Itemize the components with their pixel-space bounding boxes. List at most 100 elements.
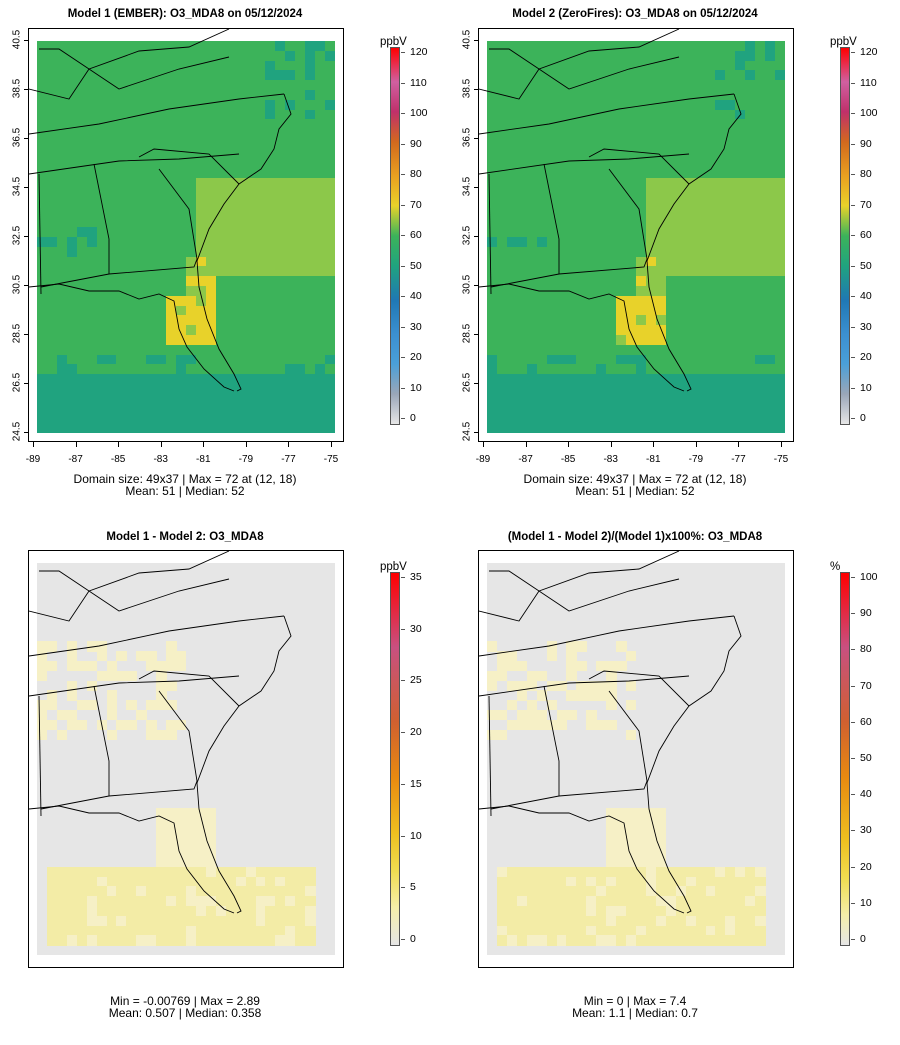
grid-cell: [596, 325, 607, 336]
grid-cell: [735, 217, 746, 228]
grid-cell: [126, 158, 137, 169]
grid-cell: [146, 227, 157, 238]
grid-cell: [176, 109, 187, 120]
lat-tick-mark: [474, 138, 478, 139]
grid-cell: [46, 393, 58, 405]
grid-cell: [725, 393, 736, 405]
grid-cell: [695, 266, 707, 277]
grid-cell: [215, 119, 227, 130]
grid-cell: [166, 700, 177, 711]
grid-cell: [626, 335, 637, 346]
grid-cell: [705, 90, 716, 101]
grid-cell: [645, 129, 657, 140]
grid-cell: [556, 374, 567, 385]
grid-cell: [695, 119, 707, 130]
boundary-line: [488, 173, 492, 295]
grid-cell: [536, 237, 548, 248]
grid-cell: [325, 256, 336, 267]
lon-tick-mark: [653, 442, 655, 447]
grid-cell: [566, 315, 577, 326]
grid-cell: [536, 227, 548, 238]
grid-cell: [205, 129, 217, 140]
grid-cell: [166, 256, 177, 267]
lon-tick-mark: [610, 442, 612, 447]
grid-cell: [86, 70, 98, 81]
grid-cell: [636, 188, 647, 199]
grid-cell: [536, 158, 548, 169]
grid-cell: [215, 403, 227, 414]
colorbar-tick-mark: [401, 387, 405, 389]
grid-cell: [586, 374, 597, 385]
grid-cell: [685, 197, 697, 209]
grid-cell: [576, 119, 587, 130]
grid-cell: [325, 325, 336, 336]
grid-cell: [636, 207, 647, 218]
boundary-line: [558, 258, 648, 275]
grid-cell: [275, 335, 286, 346]
grid-cell: [106, 60, 117, 71]
grid-cell: [176, 99, 187, 111]
grid-cell: [325, 178, 336, 189]
grid-cell: [56, 374, 68, 385]
lat-tick-mark: [474, 89, 478, 90]
grid-cell: [166, 680, 177, 691]
grid-cell: [745, 227, 756, 238]
grid-cell: [556, 325, 567, 336]
grid-cell: [176, 139, 187, 150]
grid-cell: [205, 344, 217, 356]
grid-cell: [675, 227, 687, 238]
grid-cell: [755, 99, 766, 111]
grid-cell: [645, 50, 657, 62]
grid-cell: [526, 148, 538, 160]
grid-cell: [506, 178, 518, 189]
lat-tick-mark: [474, 285, 478, 286]
grid-cell: [195, 266, 207, 277]
grid-cell: [136, 158, 147, 169]
grid-cell: [616, 99, 627, 111]
grid-cell: [106, 315, 117, 326]
grid-cell: [56, 403, 68, 414]
grid-cell: [146, 335, 157, 346]
colorbar-tick-mark: [851, 613, 855, 615]
grid-cell: [586, 158, 597, 169]
grid-cell: [215, 178, 227, 189]
grid-cell: [86, 266, 98, 277]
grid-cell: [487, 178, 498, 189]
grid-cell: [705, 325, 716, 336]
grid-cell: [56, 178, 68, 189]
grid-cell: [715, 295, 726, 307]
grid-cell: [37, 80, 48, 91]
grid-cell: [66, 305, 78, 316]
grid-cell: [685, 403, 697, 414]
grid-cell: [106, 158, 117, 169]
grid-cell: [245, 403, 257, 414]
grid-cell: [295, 325, 306, 336]
grid-cell: [735, 393, 746, 405]
grid-cell: [156, 315, 167, 326]
grid-cell: [56, 109, 68, 120]
grid-cell: [235, 60, 247, 71]
grid-cell: [245, 197, 257, 209]
grid-cell: [315, 217, 326, 228]
grid-cell: [76, 178, 88, 189]
grid-cell: [765, 413, 776, 424]
grid-cell: [526, 197, 538, 209]
grid-cell: [536, 364, 548, 375]
grid-cell: [66, 413, 78, 424]
grid-cell: [695, 286, 707, 297]
data-grid: [37, 41, 336, 434]
grid-cell: [305, 266, 316, 277]
grid-cell: [315, 403, 326, 414]
grid-cell: [86, 423, 98, 434]
grid-cell: [156, 50, 167, 62]
grid-cell: [685, 148, 697, 160]
grid-cell: [556, 217, 567, 228]
grid-cell: [596, 109, 607, 120]
grid-cell: [255, 60, 266, 71]
grid-cell: [735, 197, 746, 209]
grid-cell: [725, 354, 736, 365]
grid-cell: [735, 295, 746, 307]
grid-cell: [265, 354, 276, 365]
grid-cell: [665, 119, 677, 130]
grid-cell: [576, 70, 587, 81]
